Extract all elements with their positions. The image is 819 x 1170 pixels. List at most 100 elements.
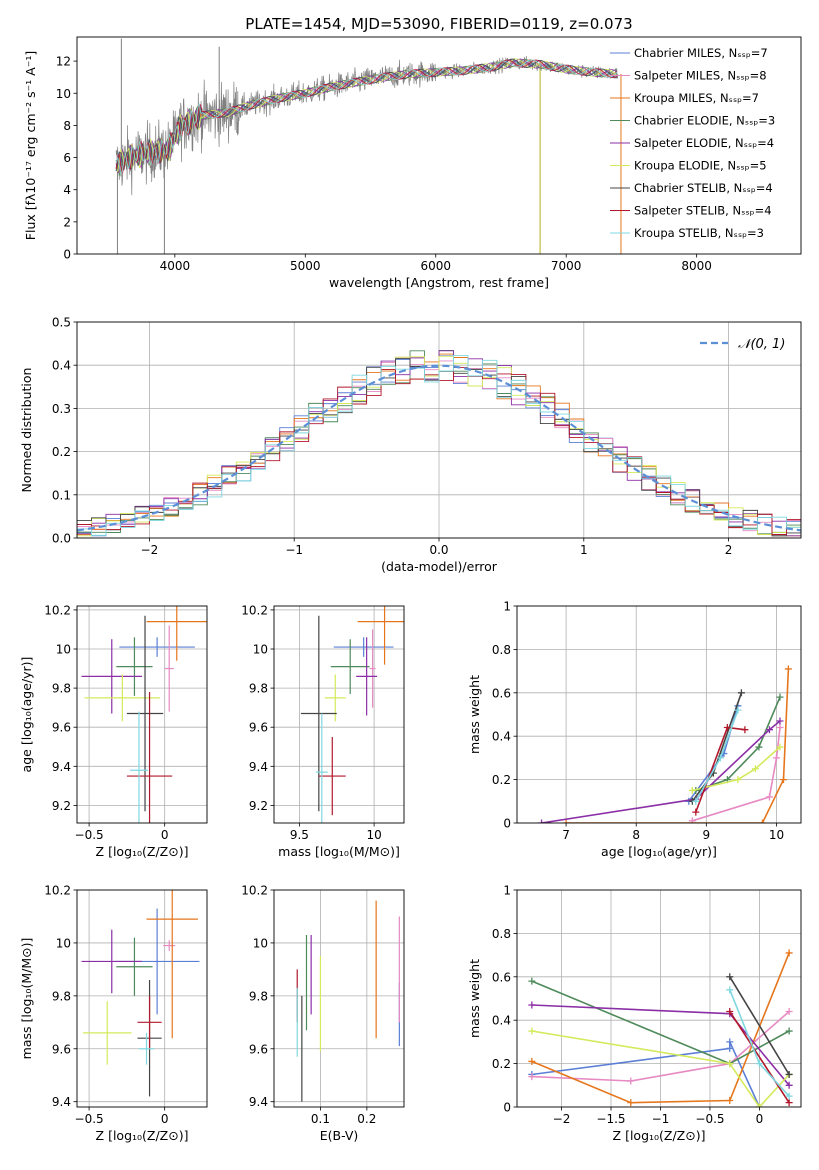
y-tick-label: 0.8 [492, 643, 511, 657]
weight-marker [785, 1027, 793, 1035]
errorbar-point-5 [81, 639, 142, 714]
model-line-9 [115, 59, 618, 178]
legend: 𝒩(0, 1) [700, 337, 785, 352]
chart-spectrum: 4000 5000 6000 7000 8000 0 2 4 6 8 10 12 wavelength … [23, 15, 802, 290]
chart-title: PLATE=1454, MJD=53090, FIBERID=0119, z=0… [245, 15, 632, 33]
y-tick-label: 10 [253, 643, 268, 657]
weight-marker [776, 693, 784, 701]
weight-marker [737, 689, 745, 697]
errorbar-point-6 [83, 1001, 132, 1065]
errorbar-point-2 [369, 629, 376, 708]
y-tick-label: 0.6 [492, 970, 511, 984]
y-tick-label: 10.2 [44, 884, 71, 898]
weight-marker [785, 1081, 793, 1089]
y-tick-label: 2 [63, 215, 71, 229]
weight-marker [751, 765, 759, 773]
y-tick-label: 0.5 [52, 316, 71, 330]
y-tick-label: 10.2 [44, 603, 71, 617]
y-tick-label: 9.8 [52, 682, 71, 696]
y-tick-label: 10.2 [241, 884, 268, 898]
legend: Chabrier MILES, Nₛₛₚ=7 Salpeter MILES, Nₛ… [610, 46, 775, 240]
errorbar-point-8 [137, 995, 162, 1049]
weight-marker [627, 1099, 635, 1107]
weight-marker [528, 1001, 536, 1009]
errorbar-point-2 [164, 625, 174, 712]
legend-label: 𝒩(0, 1) [738, 337, 785, 352]
weight-marker [528, 1073, 536, 1081]
legend-label: Salpeter MILES, Nₛₛₚ=8 [634, 69, 767, 83]
errorbar-point-9 [129, 711, 149, 823]
y-tick-label: 0.0 [52, 532, 71, 546]
weight-marker [726, 1038, 734, 1046]
y-tick-label: 9.8 [249, 989, 268, 1003]
weight-marker [688, 817, 696, 823]
x-tick-label: 9.5 [290, 828, 309, 842]
x-axis-label: Z [log₁₀(Z/Z⊙)] [613, 1128, 706, 1143]
weight-marker [726, 973, 734, 981]
y-tick-label: 10 [253, 936, 268, 950]
y-tick-label: 9.4 [249, 1095, 268, 1109]
legend-label: Chabrier MILES, Nₛₛₚ=7 [634, 46, 768, 60]
axes-frame [76, 889, 208, 1108]
legend-label: Kroupa STELIB, Nₛₛₚ=3 [634, 226, 764, 240]
chart-age_vs_mass: 9.5 10 9.2 9.4 9.6 9.8 10 10.2 mass [log₁₀(M/M⊙)… [241, 603, 405, 859]
y-tick-label: 10 [56, 936, 71, 950]
y-axis-label: mass [log₁₀(M/M⊙)] [19, 938, 34, 1060]
weight-series-8 [729, 1011, 790, 1104]
x-tick-label: 8 [632, 828, 640, 842]
weight-marker [755, 1060, 763, 1068]
weight-marker [755, 743, 763, 751]
axes-frame [273, 889, 405, 1108]
model-line-6 [115, 58, 618, 173]
weight-marker [726, 1096, 734, 1104]
y-tick-label: 0.2 [492, 773, 511, 787]
y-tick-label: 10 [56, 643, 71, 657]
axes-frame [273, 605, 405, 824]
weight-marker [785, 1099, 793, 1107]
weight-marker [528, 1027, 536, 1035]
weight-marker [758, 819, 766, 823]
plot-area [77, 890, 207, 1107]
x-tick-label: 0 [756, 1112, 764, 1126]
errorbar-point-9 [138, 1032, 155, 1065]
x-tick-label: 2 [725, 543, 733, 557]
weight-series-2 [531, 1010, 790, 1082]
x-tick-label: −0.5 [695, 1112, 724, 1126]
y-tick-label: 8 [63, 119, 71, 133]
y-tick-label: 12 [56, 55, 71, 69]
y-tick-label: 10.2 [241, 603, 268, 617]
y-tick-label: 6 [63, 151, 71, 165]
y-tick-label: 1 [503, 600, 511, 614]
x-tick-label: 7 [562, 828, 570, 842]
weight-series-7 [729, 976, 790, 1075]
y-tick-label: 0.6 [492, 686, 511, 700]
x-tick-label: 4000 [160, 259, 191, 273]
weight-series-6 [531, 1030, 790, 1107]
chart-age_vs_Z: −0.5 0 9.2 9.4 9.6 9.8 10 10.2 Z [log₁₀(Z/Z⊙)] ag… [19, 603, 208, 859]
weight-marker [734, 706, 742, 714]
errorbar-point-4 [330, 639, 370, 694]
x-tick-label: 0.1 [311, 1112, 330, 1126]
weight-marker [627, 1077, 635, 1085]
chart-residuals: −2 −1 0.0 1 2 0.0 0.1 0.2 0.3 0.4 0.5 (data-model)/… [19, 316, 802, 574]
chart-mass_vs_Z: −0.5 0 9.4 9.6 9.8 10 10.2 Z [log₁₀(Z/Z⊙)] mass … [19, 884, 208, 1143]
normal-curve [77, 364, 801, 532]
x-axis-label: Z [log₁₀(Z/Z⊙)] [96, 1128, 189, 1143]
plot-area [517, 606, 801, 823]
x-tick-label: −1.5 [596, 1112, 625, 1126]
y-axis-label: Flux [fλ10⁻¹⁷ erg cm⁻² s⁻¹ A⁻¹] [23, 51, 38, 240]
model-line-7 [115, 58, 618, 172]
weight-marker [726, 1008, 734, 1016]
x-tick-label: 8000 [681, 259, 712, 273]
legend-label: Kroupa MILES, Nₛₛₚ=7 [634, 91, 759, 105]
legend-label: Chabrier STELIB, Nₛₛₚ=4 [634, 181, 773, 195]
y-axis-label: mass weight [467, 675, 482, 754]
axes-frame [516, 889, 802, 1108]
errorbar-point-1 [119, 637, 195, 657]
x-tick-label: −0.5 [75, 1112, 104, 1126]
y-tick-label: 9.6 [249, 1042, 268, 1056]
plot-area [77, 606, 207, 823]
y-tick-label: 9.6 [249, 721, 268, 735]
y-tick-label: 9.4 [52, 1095, 71, 1109]
